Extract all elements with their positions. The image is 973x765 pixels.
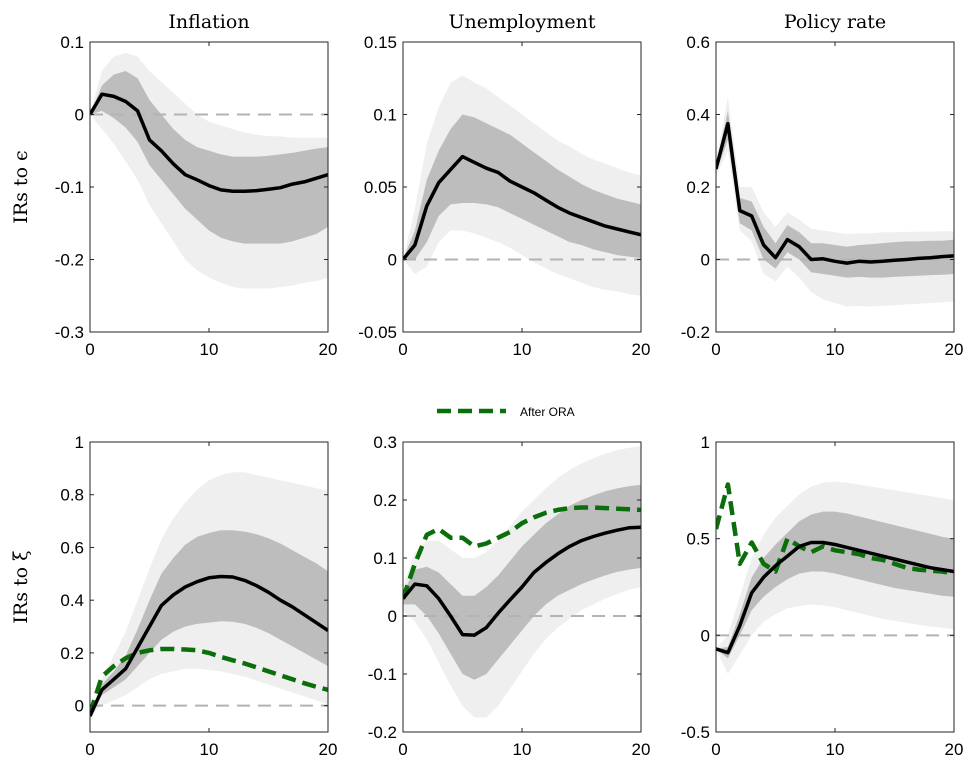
series-after-ora <box>716 482 954 576</box>
panel-6: 0 10 20-0.500.51 <box>681 433 964 759</box>
panel-4: 0 10 20 0 0.2 0.4 0.6 0.8 1 IRs to ξ <box>10 433 337 759</box>
plot-area <box>716 96 954 307</box>
plot-area <box>403 446 641 718</box>
y-tick-label: 0 <box>75 697 84 716</box>
x-tick-label: 20 <box>945 340 964 359</box>
y-tick-label: 0.2 <box>373 491 397 510</box>
plot-area <box>90 52 328 289</box>
x-tick-label: 0 <box>398 740 407 759</box>
y-tick-label: -0.05 <box>358 323 397 342</box>
y-tick-label: 0 <box>75 106 84 125</box>
x-tick-label: 0 <box>398 340 407 359</box>
panel-title: Unemployment <box>448 11 595 33</box>
panel-title: Inflation <box>168 11 249 33</box>
x-tick-label: 20 <box>319 740 338 759</box>
y-tick-label: 0.15 <box>364 33 397 52</box>
x-tick-label: 20 <box>319 340 338 359</box>
inner-credible-band <box>716 110 954 278</box>
panel-5: 0 10 20 -0.2 -0.1 0 0.1 0.2 0.3 <box>368 433 651 759</box>
y-tick-label: 0 <box>388 607 397 626</box>
y-tick-label: 0.1 <box>60 33 84 52</box>
y-tick-label: -0.2 <box>681 323 710 342</box>
inner-credible-band <box>90 530 328 717</box>
plot-area <box>403 75 641 296</box>
y-tick-label: 0.8 <box>60 486 84 505</box>
x-tick-label: 10 <box>200 740 219 759</box>
series-median <box>716 540 954 655</box>
x-tick-label: 0 <box>711 340 720 359</box>
series-median <box>716 121 954 265</box>
y-tick-label: 0.2 <box>686 178 710 197</box>
x-tick-label: 20 <box>632 740 651 759</box>
y-tick-label: 0.1 <box>373 106 397 125</box>
y-tick-label: 0.5 <box>686 530 710 549</box>
panel-1: 0 10 20 -0.3 -0.2 -0.1 0 0.1 Inflation IRs to ϵ <box>10 11 337 359</box>
y-tick-label: 1 <box>701 433 710 452</box>
x-tick-label: 10 <box>826 740 845 759</box>
x-tick-label: 10 <box>513 740 532 759</box>
series-after-ora <box>403 505 641 600</box>
y-tick-label: 0.3 <box>373 433 397 452</box>
inner-credible-band <box>90 71 328 244</box>
series-median <box>90 574 328 717</box>
x-tick-label: 20 <box>632 340 651 359</box>
x-tick-label: 20 <box>945 740 964 759</box>
legend: After ORA <box>437 405 575 419</box>
x-tick-label: 10 <box>826 340 845 359</box>
y-tick-label: -0.2 <box>55 251 84 270</box>
series-after-ora <box>90 646 328 715</box>
x-tick-label: 0 <box>711 740 720 759</box>
y-tick-label: -0.1 <box>368 665 397 684</box>
y-axis-label: IRs to ϵ <box>10 150 32 223</box>
legend-after-ora-label: After ORA <box>520 405 575 419</box>
y-tick-label: 0.6 <box>686 33 710 52</box>
y-tick-label: -0.1 <box>55 178 84 197</box>
x-tick-label: 10 <box>513 340 532 359</box>
y-tick-label: 0.4 <box>60 591 84 610</box>
x-tick-label: 10 <box>200 340 219 359</box>
inner-credible-band <box>716 511 954 659</box>
plot-area <box>716 481 954 674</box>
series-median <box>403 525 641 637</box>
series-median <box>90 92 328 194</box>
y-tick-label: -0.5 <box>681 723 710 742</box>
plot-area <box>90 472 328 717</box>
y-tick-label: 0.1 <box>373 549 397 568</box>
x-tick-label: 0 <box>85 340 94 359</box>
x-tick-label: 0 <box>85 740 94 759</box>
inner-credible-band <box>403 484 641 680</box>
panel-title: Policy rate <box>784 11 886 33</box>
y-axis-label: IRs to ξ <box>10 550 32 623</box>
y-tick-label: 0 <box>388 251 397 270</box>
series-median <box>403 154 641 261</box>
y-tick-label: 0.6 <box>60 538 84 557</box>
y-tick-label: 0.2 <box>60 644 84 663</box>
y-tick-label: 0.05 <box>364 178 397 197</box>
y-tick-label: 1 <box>75 433 84 452</box>
y-tick-label: 0 <box>701 626 710 645</box>
y-tick-label: 0 <box>701 251 710 270</box>
y-tick-label: 0.4 <box>686 106 710 125</box>
y-tick-label: -0.3 <box>55 323 84 342</box>
y-tick-label: -0.2 <box>368 723 397 742</box>
